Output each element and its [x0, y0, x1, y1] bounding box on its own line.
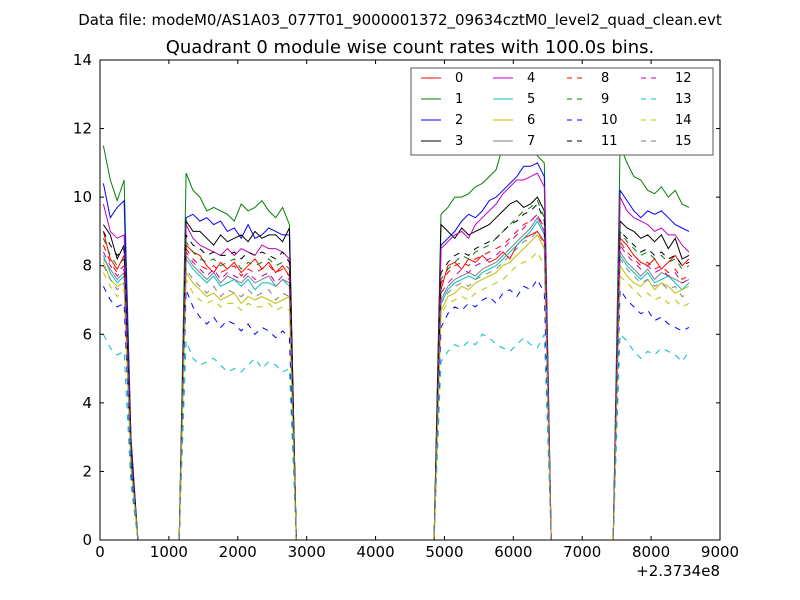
series-line-9: [102, 199, 690, 541]
y-tick-label: 0: [82, 531, 92, 549]
legend-label-15: 15: [675, 134, 692, 149]
series-line-5: [102, 220, 690, 541]
chart-title: Quadrant 0 module wise count rates with …: [166, 37, 655, 58]
x-axis: 0 1000 2000 3000 4000 5000 6000 7000 8000 9000: [95, 60, 739, 561]
series-line-3: [102, 196, 690, 541]
legend-label-10: 10: [601, 113, 618, 128]
legend-label-3: 3: [455, 134, 463, 149]
x-tick-label: 8000: [632, 543, 670, 561]
legend-label-4: 4: [527, 71, 535, 86]
legend-box: [410, 67, 714, 156]
legend-label-1: 1: [455, 92, 463, 107]
y-tick-label: 14: [73, 51, 92, 69]
y-tick-label: 6: [82, 325, 92, 343]
y-tick-label: 2: [82, 462, 92, 480]
series-line-15: [102, 230, 690, 541]
series-line-13: [102, 333, 690, 541]
plot-lines: [102, 107, 690, 541]
legend-label-8: 8: [601, 71, 609, 86]
x-tick-label: 1000: [150, 543, 188, 561]
legend-label-13: 13: [675, 92, 692, 107]
x-tick-label: 0: [95, 543, 105, 561]
y-tick-label: 8: [82, 257, 92, 275]
legend-label-2: 2: [455, 113, 463, 128]
legend-label-0: 0: [455, 71, 463, 86]
x-tick-label: 5000: [425, 543, 463, 561]
x-tick-label: 7000: [563, 543, 601, 561]
legend-label-7: 7: [527, 134, 535, 149]
legend-label-11: 11: [601, 134, 618, 149]
y-tick-label: 10: [73, 188, 92, 206]
series-line-6: [102, 234, 690, 541]
legend-label-12: 12: [675, 71, 692, 86]
x-tick-label: 6000: [494, 543, 532, 561]
x-tick-label: 3000: [288, 543, 326, 561]
y-tick-label: 12: [73, 120, 92, 138]
x-offset-label: +2.3734e8: [636, 562, 720, 580]
series-line-0: [102, 230, 690, 541]
legend-label-5: 5: [527, 92, 535, 107]
x-tick-label: 9000: [701, 543, 739, 561]
series-line-11: [102, 203, 690, 541]
legend-label-14: 14: [675, 113, 692, 128]
x-tick-label: 2000: [219, 543, 257, 561]
legend-label-6: 6: [527, 113, 535, 128]
series-line-1: [102, 107, 690, 541]
y-tick-label: 4: [82, 394, 92, 412]
legend-label-9: 9: [601, 92, 609, 107]
series-line-14: [102, 251, 690, 541]
plot-frame: [99, 59, 721, 541]
x-tick-label: 4000: [356, 543, 394, 561]
chart-suptitle: Data file: modeM0/AS1A03_077T01_90000013…: [78, 11, 722, 30]
series-line-2: [102, 162, 690, 541]
series-line-10: [102, 278, 690, 541]
